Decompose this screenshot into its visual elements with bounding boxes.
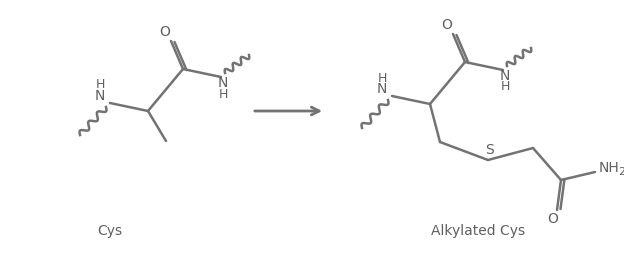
Text: H: H xyxy=(95,78,105,91)
Text: N: N xyxy=(500,69,510,83)
Text: O: O xyxy=(548,212,558,226)
Text: 2: 2 xyxy=(618,167,624,177)
Text: N: N xyxy=(377,82,387,96)
Text: S: S xyxy=(485,143,494,157)
Text: O: O xyxy=(442,18,452,32)
Text: H: H xyxy=(500,81,510,93)
Text: NH: NH xyxy=(599,161,620,175)
Text: Cys: Cys xyxy=(97,224,122,238)
Text: Alkylated Cys: Alkylated Cys xyxy=(431,224,525,238)
Text: H: H xyxy=(218,88,228,100)
Text: N: N xyxy=(218,76,228,90)
Text: H: H xyxy=(378,71,387,84)
Text: O: O xyxy=(160,25,170,39)
Text: N: N xyxy=(95,89,105,103)
